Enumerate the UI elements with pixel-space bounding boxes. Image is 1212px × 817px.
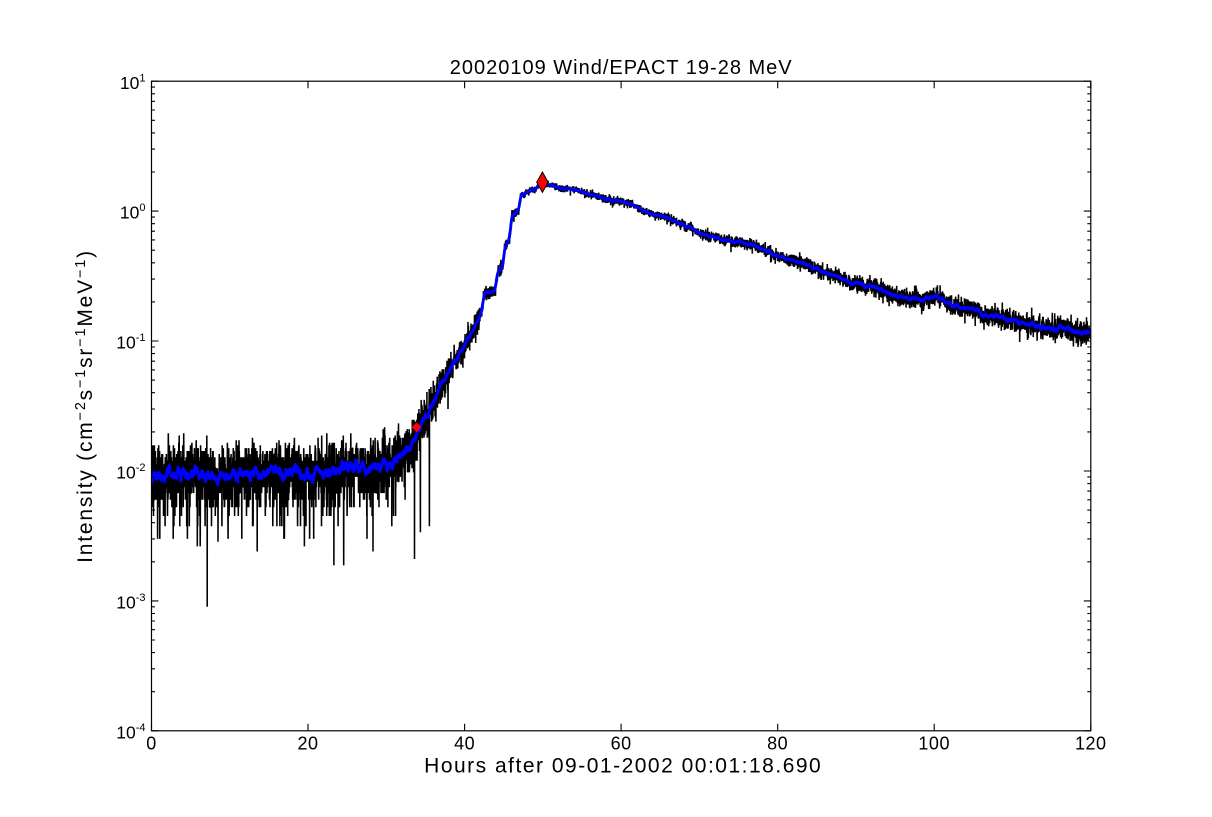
svg-text:120: 120 xyxy=(1075,734,1107,754)
svg-text:60: 60 xyxy=(611,734,632,754)
svg-text:Intensity (cm−2s−1sr−1MeV−1): Intensity (cm−2s−1sr−1MeV−1) xyxy=(73,249,97,563)
svg-text:40: 40 xyxy=(454,734,475,754)
svg-text:100: 100 xyxy=(918,734,950,754)
svg-text:101: 101 xyxy=(120,72,146,93)
svg-text:20: 20 xyxy=(297,734,318,754)
svg-text:100: 100 xyxy=(120,202,146,223)
svg-text:80: 80 xyxy=(767,734,788,754)
svg-text:Hours after 09-01-2002 00:01:1: Hours after 09-01-2002 00:01:18.690 xyxy=(424,755,822,778)
svg-text:20020109 Wind/EPACT 19-28 MeV: 20020109 Wind/EPACT 19-28 MeV xyxy=(450,57,793,79)
svg-text:0: 0 xyxy=(146,734,157,754)
